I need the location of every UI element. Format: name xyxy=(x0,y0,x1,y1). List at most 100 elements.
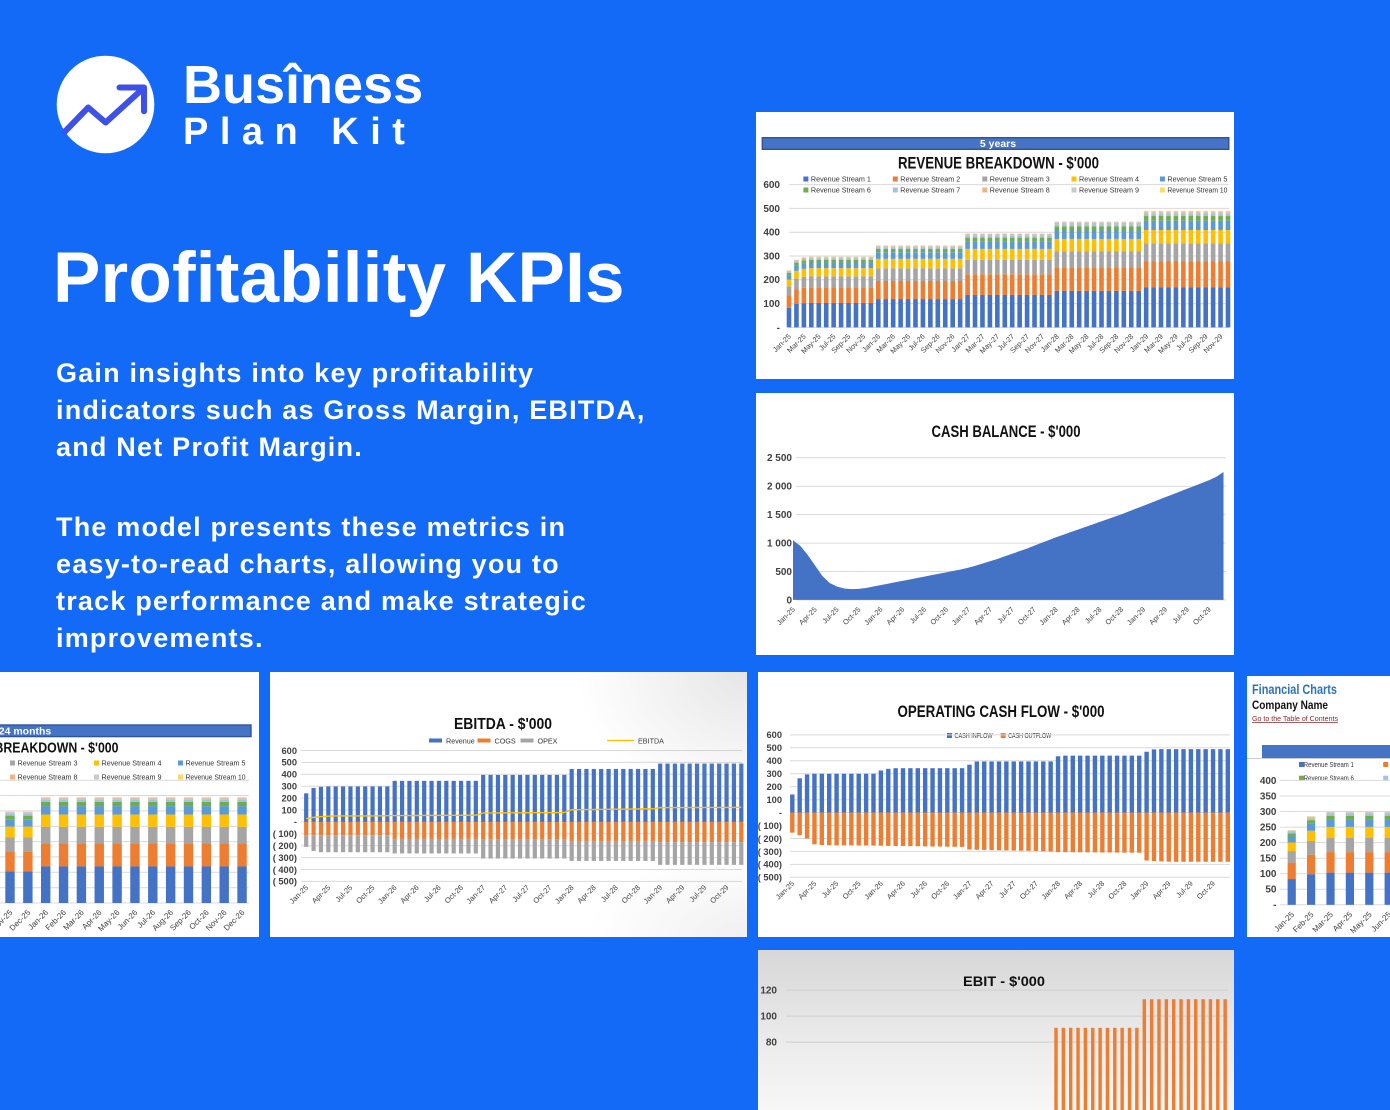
svg-text:250: 250 xyxy=(1260,823,1277,834)
svg-text:Jul-29: Jul-29 xyxy=(1174,879,1195,900)
svg-text:Apr-27: Apr-27 xyxy=(973,879,995,901)
svg-text:Dec-26: Dec-26 xyxy=(222,908,247,933)
svg-text:200: 200 xyxy=(281,793,297,803)
svg-text:( 300): ( 300) xyxy=(758,847,782,857)
svg-text:Oct-28: Oct-28 xyxy=(1106,879,1128,901)
svg-text:Apr-29: Apr-29 xyxy=(1147,605,1169,627)
svg-text:100: 100 xyxy=(763,299,780,310)
svg-text:Oct-29: Oct-29 xyxy=(1191,605,1213,627)
svg-text:Apr-26: Apr-26 xyxy=(398,883,420,905)
svg-text:( 200): ( 200) xyxy=(273,841,297,851)
svg-text:500: 500 xyxy=(281,758,297,768)
svg-text:Jul-29: Jul-29 xyxy=(1170,605,1190,625)
svg-text:Jul-27: Jul-27 xyxy=(997,879,1018,900)
svg-text:-: - xyxy=(294,817,297,827)
svg-text:300: 300 xyxy=(281,782,297,792)
svg-text:COGS: COGS xyxy=(495,736,516,745)
svg-text:( 100): ( 100) xyxy=(758,821,782,831)
svg-text:Revenue Stream 9: Revenue Stream 9 xyxy=(1079,185,1139,194)
svg-text:500: 500 xyxy=(766,743,782,753)
svg-text:REVENUE BREAKDOWN - $'000: REVENUE BREAKDOWN - $'000 xyxy=(898,154,1099,173)
svg-text:Apr-27: Apr-27 xyxy=(487,883,509,905)
svg-text:300: 300 xyxy=(1260,807,1277,818)
svg-text:Oct-27: Oct-27 xyxy=(1016,605,1038,627)
svg-text:Revenue Stream 7: Revenue Stream 7 xyxy=(900,185,960,194)
svg-text:Revenue Stream 4: Revenue Stream 4 xyxy=(1079,174,1139,183)
svg-text:Apr-26: Apr-26 xyxy=(885,879,907,901)
svg-text:Jun-25: Jun-25 xyxy=(1369,910,1390,934)
svg-text:REVENUE BREAKDOWN - $'000: REVENUE BREAKDOWN - $'000 xyxy=(0,740,119,757)
svg-text:600: 600 xyxy=(766,730,782,740)
svg-text:Jan-25: Jan-25 xyxy=(775,605,797,627)
svg-text:200: 200 xyxy=(763,275,780,286)
svg-text:Jul-25: Jul-25 xyxy=(333,883,354,904)
svg-text:Oct-29: Oct-29 xyxy=(1195,879,1217,901)
svg-text:50: 50 xyxy=(1265,885,1277,896)
svg-text:Jun-26: Jun-26 xyxy=(116,908,140,932)
svg-text:Jul-26: Jul-26 xyxy=(422,883,443,904)
svg-text:Revenue Stream 1: Revenue Stream 1 xyxy=(1304,760,1354,769)
svg-text:Jul-26: Jul-26 xyxy=(908,605,928,625)
svg-text:200: 200 xyxy=(1260,838,1277,849)
svg-text:CASH BALANCE - $'000: CASH BALANCE - $'000 xyxy=(932,422,1081,441)
svg-text:Jul-27: Jul-27 xyxy=(510,883,531,904)
svg-text:Jul-25: Jul-25 xyxy=(820,605,840,625)
svg-text:Revenue: Revenue xyxy=(446,736,475,745)
svg-text:Jan-27: Jan-27 xyxy=(465,883,488,906)
svg-text:Revenue Stream 3: Revenue Stream 3 xyxy=(990,174,1050,183)
svg-text:Jul-25: Jul-25 xyxy=(820,879,841,900)
svg-text:500: 500 xyxy=(775,567,792,578)
svg-text:600: 600 xyxy=(281,746,297,756)
svg-text:Jul-28: Jul-28 xyxy=(1083,605,1103,625)
svg-text:120: 120 xyxy=(760,986,777,997)
svg-text:Oct-26: Oct-26 xyxy=(928,605,950,627)
svg-text:Jul-27: Jul-27 xyxy=(995,605,1015,625)
svg-text:( 200): ( 200) xyxy=(758,834,782,844)
svg-text:1 000: 1 000 xyxy=(767,539,792,550)
svg-text:CASH OUTFLOW: CASH OUTFLOW xyxy=(1008,733,1051,740)
svg-text:Apr-29: Apr-29 xyxy=(1151,879,1173,901)
svg-text:Apr-25: Apr-25 xyxy=(310,883,332,905)
svg-text:2 000: 2 000 xyxy=(767,482,792,493)
svg-text:Revenue Stream 5: Revenue Stream 5 xyxy=(1167,174,1227,183)
svg-text:Jan-29: Jan-29 xyxy=(1125,605,1147,627)
svg-text:1 500: 1 500 xyxy=(767,510,792,521)
svg-text:350: 350 xyxy=(1260,791,1277,802)
svg-text:Jul-28: Jul-28 xyxy=(1086,879,1107,900)
svg-text:400: 400 xyxy=(763,228,780,239)
svg-text:Revenue Stream 4: Revenue Stream 4 xyxy=(102,758,162,767)
svg-text:Oct-25: Oct-25 xyxy=(841,879,863,901)
svg-text:600: 600 xyxy=(763,180,780,191)
svg-text:400: 400 xyxy=(1260,776,1277,787)
svg-text:24 months: 24 months xyxy=(0,725,51,737)
svg-text:100: 100 xyxy=(281,805,297,815)
svg-text:500: 500 xyxy=(763,204,780,215)
svg-text:Apr-28: Apr-28 xyxy=(1062,879,1084,901)
svg-text:Company Name: Company Name xyxy=(1252,698,1328,712)
svg-text:100: 100 xyxy=(760,1012,777,1023)
svg-text:EBIT - $'000: EBIT - $'000 xyxy=(963,973,1045,989)
svg-text:80: 80 xyxy=(766,1038,778,1049)
svg-text:Revenue Stream 10: Revenue Stream 10 xyxy=(1167,185,1227,194)
svg-text:Jan-27: Jan-27 xyxy=(950,605,972,627)
svg-text:400: 400 xyxy=(281,770,297,780)
svg-text:Apr-27: Apr-27 xyxy=(972,605,994,627)
svg-text:EBITDA - $'000: EBITDA - $'000 xyxy=(454,716,552,733)
svg-text:Revenue Stream 6: Revenue Stream 6 xyxy=(1304,774,1354,783)
svg-text:Apr-26: Apr-26 xyxy=(884,605,906,627)
svg-text:Jan-26: Jan-26 xyxy=(862,879,884,901)
svg-text:Oct-26: Oct-26 xyxy=(443,883,465,905)
svg-text:CASH INFLOW: CASH INFLOW xyxy=(955,733,993,740)
svg-text:( 100): ( 100) xyxy=(273,829,297,839)
svg-text:Jan-29: Jan-29 xyxy=(1128,879,1150,901)
svg-text:( 500): ( 500) xyxy=(273,877,297,887)
svg-text:0: 0 xyxy=(786,595,792,606)
svg-text:Mar-25: Mar-25 xyxy=(1311,910,1336,935)
svg-text:Revenue Stream 6: Revenue Stream 6 xyxy=(811,185,871,194)
svg-text:2 500: 2 500 xyxy=(767,453,792,464)
svg-text:( 400): ( 400) xyxy=(273,865,297,875)
svg-text:Apr-25: Apr-25 xyxy=(797,605,819,627)
svg-text:Jan-28: Jan-28 xyxy=(1040,879,1062,901)
svg-text:5 years: 5 years xyxy=(980,138,1016,150)
svg-text:100: 100 xyxy=(1260,869,1277,880)
